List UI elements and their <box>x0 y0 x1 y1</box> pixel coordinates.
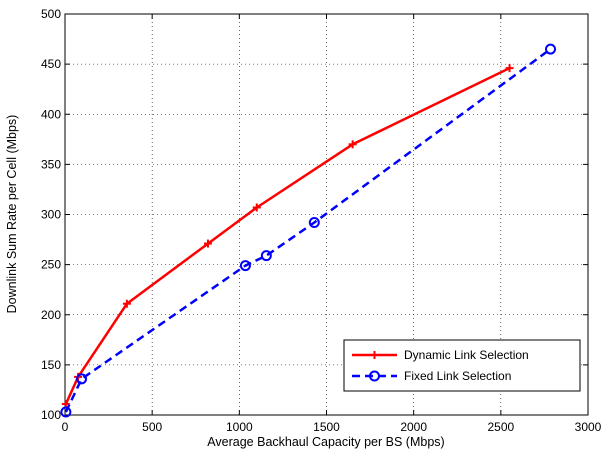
series-1-point <box>260 250 272 262</box>
series-1-point <box>60 406 72 418</box>
series-1-point <box>308 217 320 229</box>
x-axis-label: Average Backhaul Capacity per BS (Mbps) <box>207 435 444 449</box>
x-tick-label: 2500 <box>487 420 514 434</box>
series-line-1 <box>64 48 552 413</box>
y-tick-label: 300 <box>41 208 61 222</box>
legend-box <box>343 339 581 392</box>
axis-ticks: 0 500 1000 1500 2000 2500 3000 100 150 200 250 300 3… <box>41 7 602 434</box>
legend-marker-0 <box>370 351 379 359</box>
series-0-point <box>505 64 514 73</box>
y-axis-label: Downlink Sum Rate per Cell (Mbps) <box>5 115 19 314</box>
legend-label-0: Dynamic Link Selection <box>404 348 529 362</box>
series-group <box>60 43 557 418</box>
series-0-point <box>122 299 131 308</box>
series-1-point <box>76 373 88 385</box>
y-tick-label: 450 <box>41 57 61 71</box>
series-0-point <box>203 239 212 248</box>
legend: Dynamic Link Selection Fixed Link Selecti… <box>343 339 581 392</box>
series-1-point <box>545 43 557 55</box>
y-tick-label: 250 <box>41 258 61 272</box>
y-tick-label: 100 <box>41 408 61 422</box>
legend-marker-1 <box>369 370 380 382</box>
legend-label-1: Fixed Link Selection <box>404 369 511 383</box>
y-tick-label: 500 <box>41 7 61 21</box>
series-1-point <box>239 260 251 272</box>
y-tick-label: 150 <box>41 358 61 372</box>
x-tick-label: 1000 <box>226 420 253 434</box>
x-tick-label: 0 <box>62 420 69 434</box>
series-0-point <box>348 140 357 149</box>
y-tick-label: 350 <box>41 157 61 171</box>
x-tick-label: 2000 <box>400 420 427 434</box>
x-tick-label: 500 <box>142 420 162 434</box>
y-tick-label: 400 <box>41 107 61 121</box>
y-tick-label: 200 <box>41 308 61 322</box>
x-tick-label: 3000 <box>575 420 602 434</box>
series-0-point <box>252 203 261 212</box>
x-tick-label: 1500 <box>313 420 340 434</box>
